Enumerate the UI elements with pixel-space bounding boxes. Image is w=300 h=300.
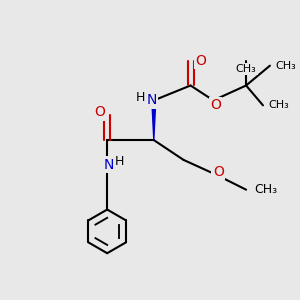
Text: H: H: [136, 91, 146, 104]
Polygon shape: [152, 100, 156, 140]
Text: O: O: [210, 98, 221, 112]
Text: O: O: [94, 105, 105, 119]
Text: O: O: [213, 165, 224, 179]
Text: CH₃: CH₃: [254, 183, 277, 196]
Text: N: N: [104, 158, 114, 172]
Text: CH₃: CH₃: [268, 100, 289, 110]
Text: CH₃: CH₃: [236, 64, 256, 74]
Text: H: H: [114, 155, 124, 168]
Text: N: N: [147, 93, 157, 107]
Text: CH₃: CH₃: [275, 61, 296, 70]
Text: O: O: [195, 54, 206, 68]
